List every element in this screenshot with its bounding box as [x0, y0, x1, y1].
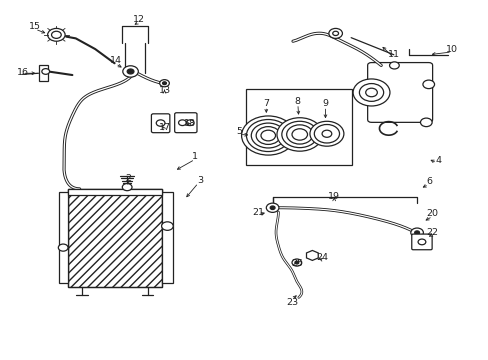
FancyBboxPatch shape: [367, 63, 432, 122]
Circle shape: [389, 62, 398, 69]
Circle shape: [281, 121, 317, 148]
Circle shape: [417, 239, 425, 245]
Circle shape: [322, 130, 331, 137]
FancyBboxPatch shape: [411, 234, 431, 250]
Circle shape: [266, 203, 278, 212]
Circle shape: [291, 129, 307, 140]
Circle shape: [51, 31, 61, 39]
Circle shape: [246, 120, 289, 152]
Circle shape: [286, 125, 312, 144]
Bar: [67, 189, 162, 287]
Circle shape: [352, 79, 389, 106]
Text: 25: 25: [290, 259, 302, 268]
Circle shape: [42, 69, 49, 74]
Text: 11: 11: [387, 50, 399, 59]
Bar: [245, 89, 351, 165]
Text: 6: 6: [426, 177, 432, 186]
Text: 5: 5: [236, 127, 242, 136]
Bar: [162, 193, 172, 283]
Circle shape: [178, 120, 186, 126]
Circle shape: [186, 120, 194, 126]
Text: 12: 12: [133, 15, 144, 24]
Text: 13: 13: [158, 86, 170, 95]
Circle shape: [332, 31, 338, 36]
Text: 22: 22: [426, 228, 438, 237]
Circle shape: [159, 80, 169, 87]
Circle shape: [309, 121, 343, 146]
Bar: [40, 66, 48, 81]
Circle shape: [314, 125, 339, 143]
Text: 18: 18: [184, 118, 196, 127]
Bar: [67, 189, 162, 195]
FancyBboxPatch shape: [151, 114, 169, 133]
Text: 19: 19: [327, 192, 340, 201]
Text: 24: 24: [315, 253, 327, 262]
Text: 21: 21: [251, 208, 264, 217]
Circle shape: [365, 88, 377, 97]
Polygon shape: [306, 251, 318, 260]
Circle shape: [162, 82, 166, 85]
Text: 7: 7: [263, 99, 269, 108]
Bar: [67, 189, 162, 287]
Circle shape: [276, 118, 322, 151]
Text: 17: 17: [158, 123, 170, 132]
Circle shape: [261, 130, 275, 141]
Circle shape: [328, 28, 342, 39]
Text: 15: 15: [29, 22, 41, 31]
Circle shape: [294, 261, 298, 264]
Circle shape: [291, 259, 301, 266]
Circle shape: [122, 66, 138, 77]
Circle shape: [410, 228, 423, 237]
Circle shape: [414, 231, 419, 234]
Circle shape: [251, 123, 285, 148]
Circle shape: [256, 127, 280, 144]
Text: 23: 23: [285, 298, 298, 307]
Circle shape: [422, 80, 434, 89]
Text: 3: 3: [197, 176, 203, 185]
Text: 9: 9: [322, 99, 328, 108]
Circle shape: [47, 28, 65, 41]
Text: 2: 2: [125, 174, 131, 183]
Text: 1: 1: [192, 152, 198, 161]
Circle shape: [270, 206, 274, 210]
Circle shape: [241, 116, 294, 155]
Text: 4: 4: [434, 156, 441, 165]
Circle shape: [420, 118, 431, 127]
FancyBboxPatch shape: [174, 113, 197, 133]
Text: 14: 14: [109, 56, 122, 65]
Text: 10: 10: [445, 45, 457, 54]
Circle shape: [161, 222, 173, 230]
Circle shape: [122, 184, 132, 191]
Bar: [59, 193, 67, 283]
Circle shape: [58, 244, 68, 251]
Circle shape: [156, 120, 164, 126]
Circle shape: [127, 69, 134, 74]
Text: 16: 16: [17, 68, 28, 77]
Circle shape: [359, 84, 383, 102]
Text: 20: 20: [426, 209, 438, 218]
Text: 8: 8: [294, 96, 300, 105]
